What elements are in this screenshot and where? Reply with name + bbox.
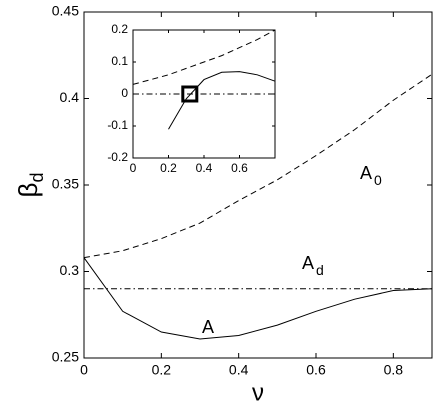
x-tick-label: 0 <box>130 161 137 175</box>
y-label-sub: d <box>27 173 47 183</box>
series-name: A <box>302 253 314 273</box>
series-label: A <box>202 317 214 337</box>
x-tick-label: 0.4 <box>196 161 213 175</box>
y-tick-label: 0.45 <box>52 3 79 19</box>
y-tick-label: 0.1 <box>111 54 128 68</box>
y-tick-label: 0 <box>121 86 128 100</box>
y-axis-label: βd <box>13 173 47 198</box>
y-tick-label: 0.3 <box>60 262 80 278</box>
y-tick-label: 0.4 <box>60 89 80 105</box>
y-tick-label: 0.35 <box>52 176 79 192</box>
x-tick-label: 0.6 <box>306 361 326 377</box>
series-subscript: 0 <box>374 172 382 188</box>
series-line <box>132 29 276 85</box>
y-label-main: β <box>13 183 43 198</box>
y-tick-label: 0.25 <box>52 349 79 365</box>
x-tick-label: 0 <box>80 361 88 377</box>
y-tick-label: -0.1 <box>107 118 128 132</box>
series-line <box>83 257 433 340</box>
x-tick-label: 0.6 <box>231 161 248 175</box>
marker-square <box>181 85 199 103</box>
series-subscript: d <box>316 262 324 278</box>
y-tick-label: -0.2 <box>107 150 128 164</box>
series-name: A <box>202 317 214 337</box>
x-tick-label: 0.2 <box>152 361 172 377</box>
x-axis-label: ν <box>252 379 264 406</box>
x-tick-label: 0.2 <box>160 161 177 175</box>
series-name: A <box>360 163 372 183</box>
x-tick-label: 0.8 <box>384 361 404 377</box>
series-line <box>168 71 276 130</box>
y-tick-label: 0.2 <box>111 22 128 36</box>
x-tick-label: 0.4 <box>229 361 249 377</box>
